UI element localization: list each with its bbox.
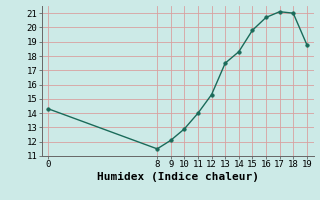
X-axis label: Humidex (Indice chaleur): Humidex (Indice chaleur) <box>97 172 259 182</box>
